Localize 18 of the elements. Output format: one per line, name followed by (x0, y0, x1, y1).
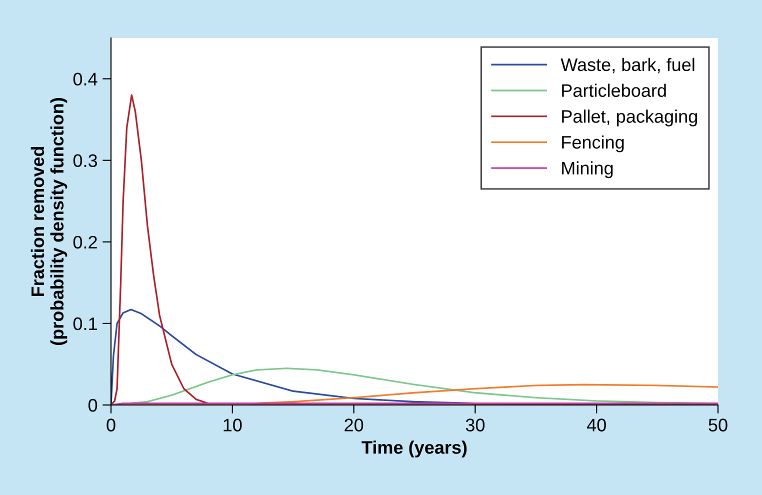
y-tick-label: 0.2 (73, 236, 97, 249)
legend-label: Particleboard (562, 84, 666, 97)
y-axis-title: Fraction removed (probability density function) (30, 98, 68, 345)
legend-label: Waste, bark, fuel (560, 58, 694, 74)
legend-label: Pallet, packaging (562, 110, 697, 126)
x-tick-label: 0 (106, 418, 116, 432)
x-tick-label: 40 (586, 418, 606, 432)
x-tick-label: 10 (224, 418, 242, 432)
y-tick-label: 0.4 (73, 72, 98, 86)
x-tick-label: 50 (708, 418, 728, 432)
y-tick-label: 0.3 (73, 154, 98, 168)
x-tick-label: 30 (466, 418, 485, 432)
legend-label: Fencing (562, 135, 624, 152)
legend-label: Mining (562, 161, 613, 178)
y-tick-label: 0 (88, 398, 98, 412)
x-axis-title: Time (years) (362, 440, 467, 458)
x-tick-label: 20 (344, 418, 364, 432)
y-tick-label: 0.1 (73, 317, 97, 330)
